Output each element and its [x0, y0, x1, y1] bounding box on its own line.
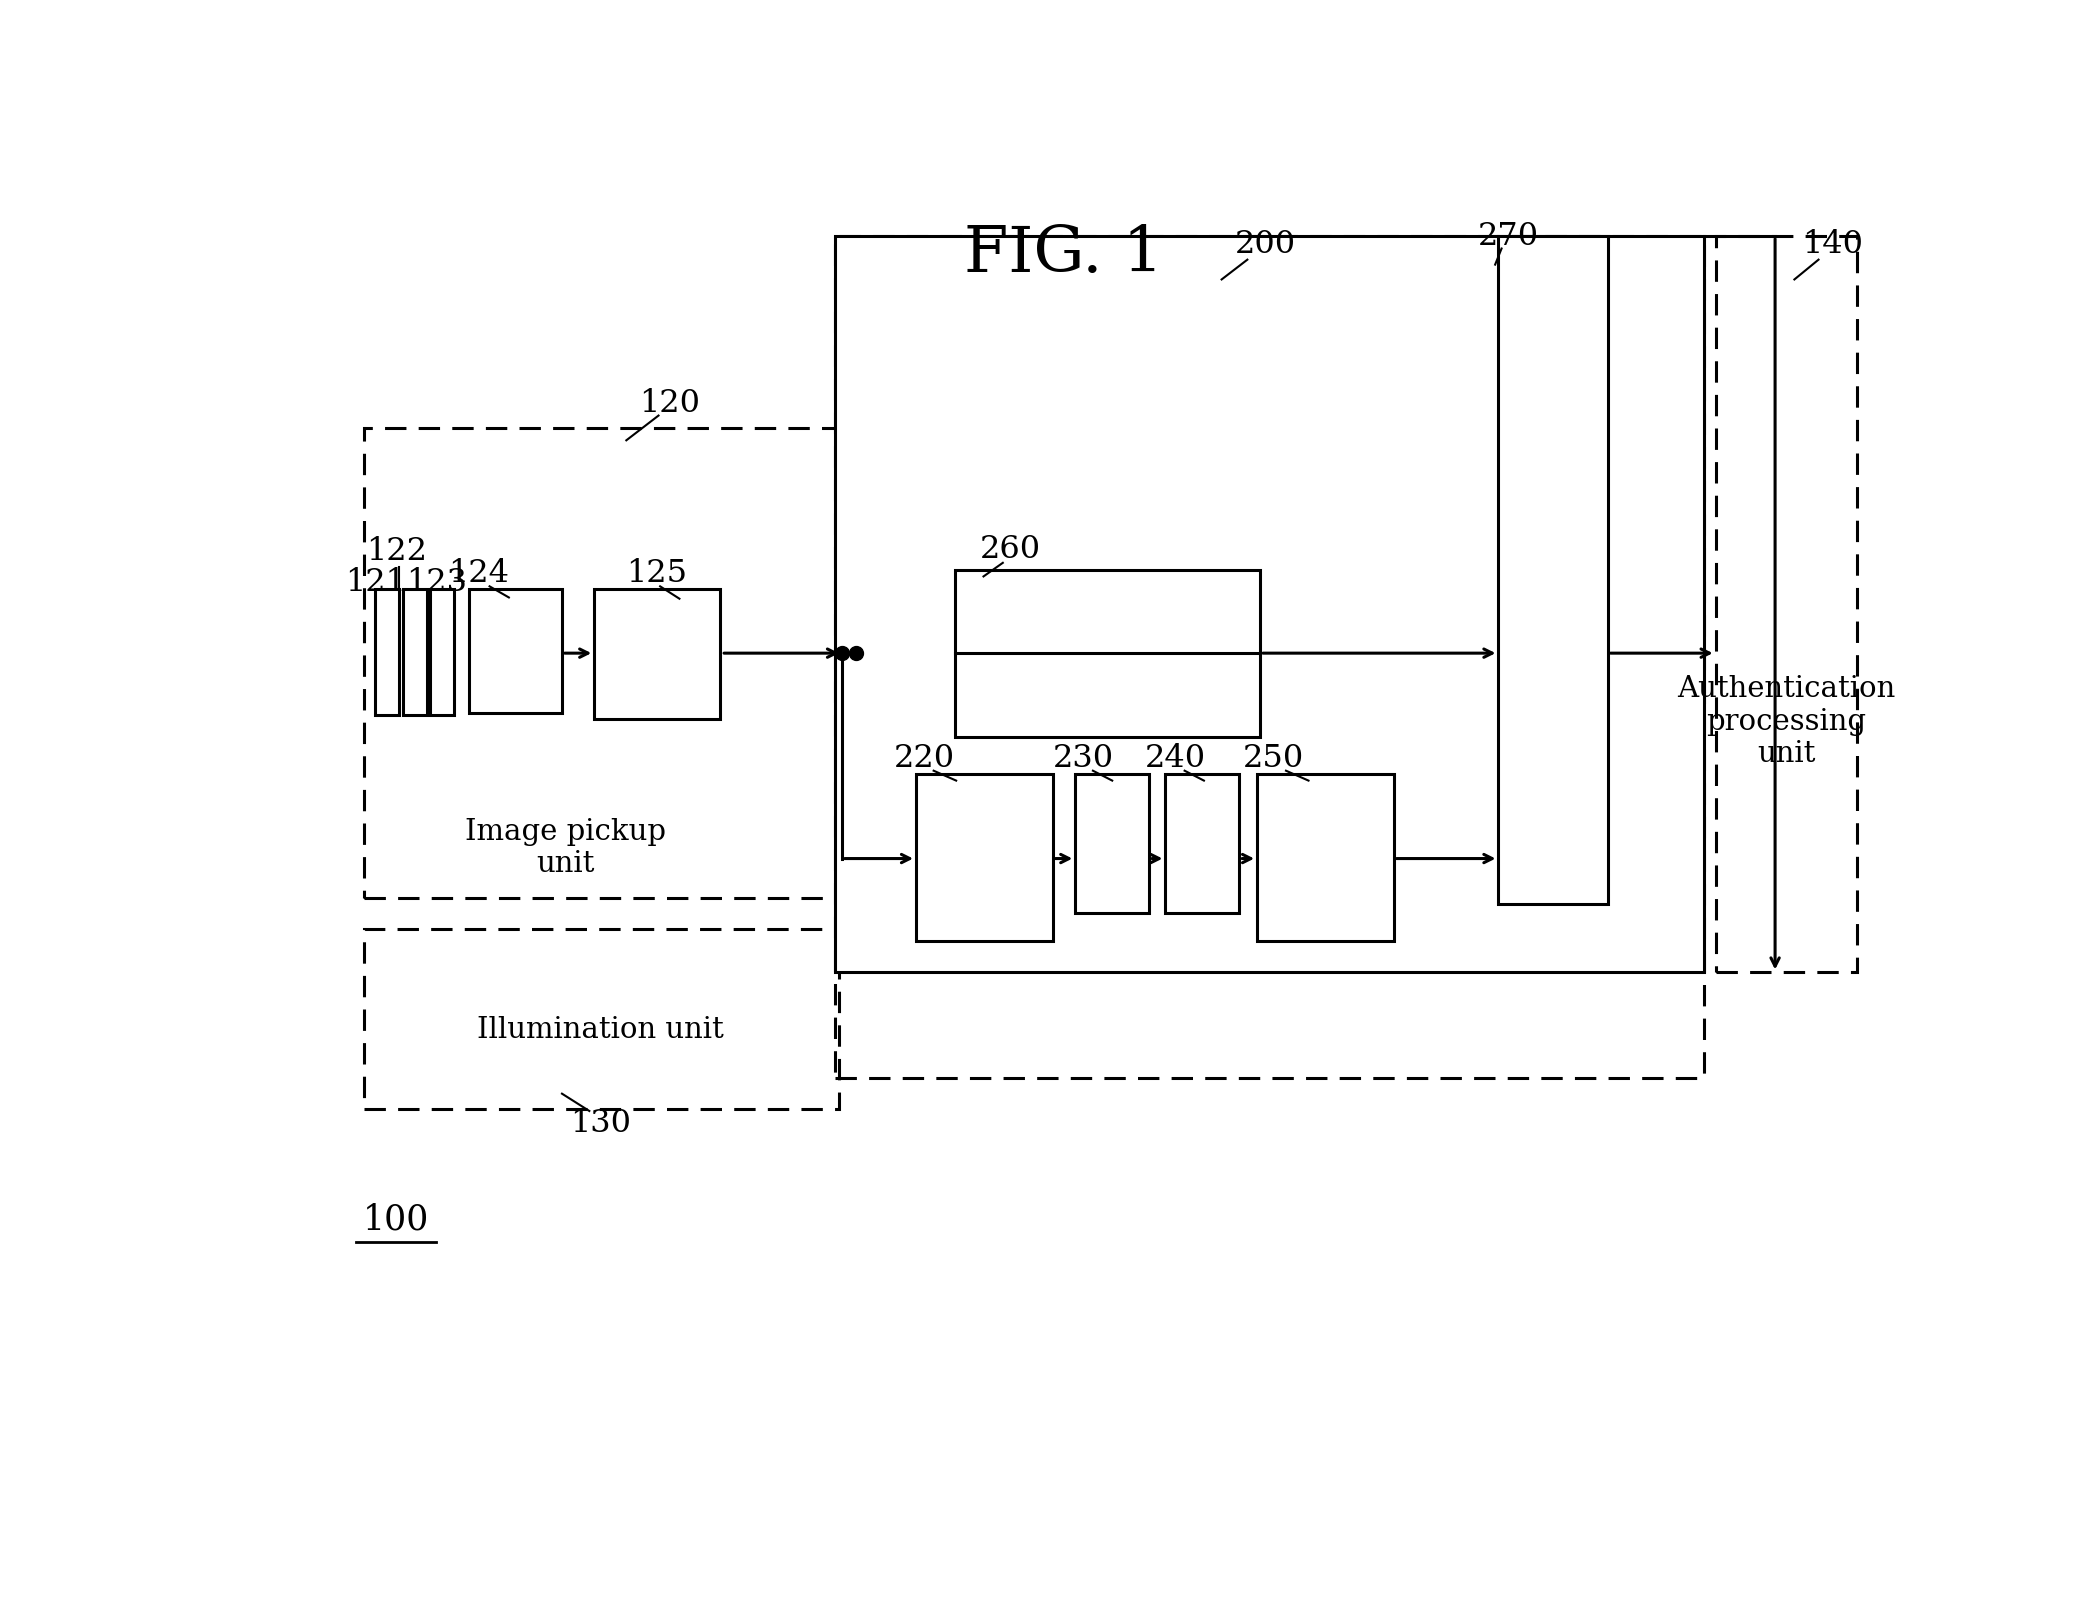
- Bar: [955, 570, 1260, 738]
- Bar: [916, 775, 1053, 942]
- Text: 123: 123: [407, 567, 467, 598]
- Bar: [1499, 236, 1607, 905]
- Text: 240: 240: [1144, 742, 1206, 775]
- Text: 230: 230: [1053, 742, 1115, 775]
- Bar: [1715, 236, 1858, 972]
- Bar: [594, 588, 720, 718]
- Text: 122: 122: [365, 537, 428, 567]
- Bar: [1075, 775, 1150, 913]
- Bar: [363, 427, 839, 898]
- Bar: [1165, 775, 1239, 913]
- Bar: [430, 588, 455, 715]
- Bar: [835, 236, 1704, 1078]
- Text: 120: 120: [639, 387, 700, 419]
- Text: 100: 100: [363, 1204, 430, 1237]
- Text: 250: 250: [1241, 742, 1304, 775]
- Bar: [403, 588, 428, 715]
- Bar: [469, 588, 563, 712]
- Text: 121: 121: [345, 567, 405, 598]
- Bar: [376, 588, 399, 715]
- Text: 140: 140: [1802, 230, 1864, 260]
- Text: Authentication
processing
unit: Authentication processing unit: [1677, 675, 1895, 768]
- Text: FIG. 1: FIG. 1: [963, 223, 1165, 286]
- Text: 220: 220: [893, 742, 955, 775]
- Text: 130: 130: [571, 1107, 631, 1139]
- Bar: [363, 929, 839, 1109]
- Text: 200: 200: [1235, 230, 1295, 260]
- Bar: [835, 236, 1704, 972]
- Text: Illumination unit: Illumination unit: [477, 1016, 725, 1043]
- Text: 270: 270: [1478, 220, 1538, 252]
- Bar: [1258, 775, 1393, 942]
- Text: Image pickup
unit: Image pickup unit: [465, 818, 666, 877]
- Text: 125: 125: [627, 559, 687, 590]
- Text: 124: 124: [448, 559, 509, 590]
- Text: 260: 260: [980, 534, 1042, 564]
